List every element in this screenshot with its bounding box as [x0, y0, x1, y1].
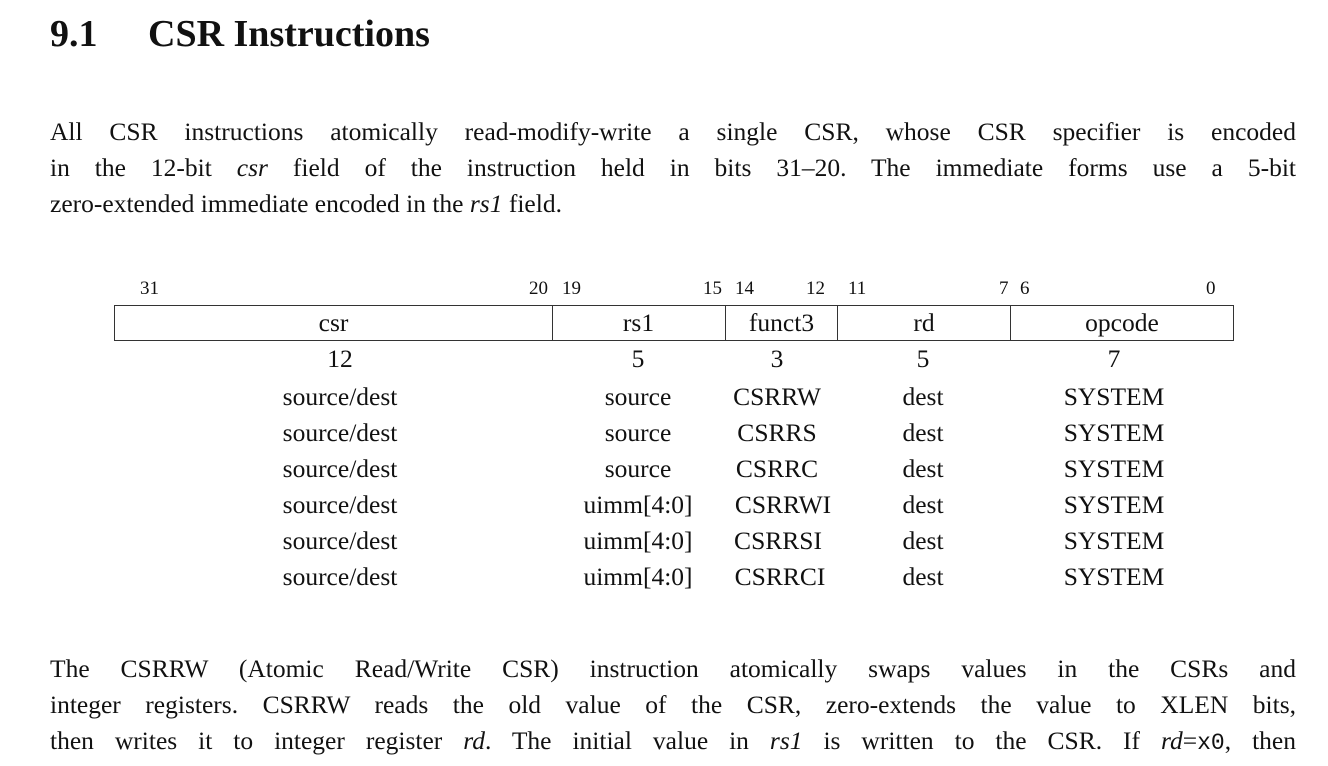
bit-label: 19	[562, 278, 581, 299]
intro-text: field of the instruction held in bits 31…	[267, 153, 1296, 182]
bit-label: 15	[703, 278, 722, 299]
row-funct3: CSRRCI	[734, 562, 826, 591]
row-csr: source/dest	[282, 490, 398, 519]
intro-line-1: All CSR instructions atomically read-mod…	[50, 117, 1296, 146]
intro-text: field.	[502, 189, 562, 218]
intro-line-3: zero-extended immediate encoded in the r…	[50, 186, 1296, 222]
row-rs1: uimm[4:0]	[583, 526, 693, 555]
width-rs1: 5	[631, 344, 645, 373]
row-rs1: uimm[4:0]	[583, 490, 693, 519]
field-rs1: rs1	[552, 305, 726, 341]
section-title: CSR Instructions	[148, 13, 430, 55]
bit-label: 0	[1206, 278, 1216, 299]
row-opcode: SYSTEM	[1063, 526, 1165, 555]
row-rd: dest	[902, 382, 944, 411]
row-csr: source/dest	[282, 382, 398, 411]
bit-label: 20	[529, 278, 548, 299]
body-text: is written to the CSR. If	[802, 726, 1161, 755]
row-funct3: CSRRSI	[734, 526, 822, 555]
width-opcode: 7	[1107, 344, 1121, 373]
field-opcode: opcode	[1010, 305, 1234, 341]
row-csr: source/dest	[282, 418, 398, 447]
rd-term: rd	[1161, 726, 1183, 755]
section-number: 9.1	[50, 13, 98, 55]
intro-text: zero-extended immediate encoded in the	[50, 189, 470, 218]
body-line-2: integer registers. CSRRW reads the old v…	[50, 690, 1296, 719]
body-text: , then	[1224, 726, 1296, 755]
row-rd: dest	[902, 526, 944, 555]
row-funct3: CSRRS	[737, 418, 817, 447]
body-line-1: The CSRRW (Atomic Read/Write CSR) instru…	[50, 654, 1296, 683]
bit-label: 31	[140, 278, 159, 299]
intro-line-2: in the 12-bit csr field of the instructi…	[50, 150, 1296, 186]
row-opcode: SYSTEM	[1063, 562, 1165, 591]
row-rs1: uimm[4:0]	[583, 562, 693, 591]
bit-label: 14	[735, 278, 754, 299]
intro-paragraph: All CSR instructions atomically read-mod…	[50, 114, 1296, 222]
body-text: then writes it to integer register	[50, 726, 464, 755]
row-rs1: source	[604, 454, 672, 483]
width-funct3: 3	[770, 344, 784, 373]
row-opcode: SYSTEM	[1063, 418, 1165, 447]
row-csr: source/dest	[282, 562, 398, 591]
row-opcode: SYSTEM	[1063, 490, 1165, 519]
body-paragraph: The CSRRW (Atomic Read/Write CSR) instru…	[50, 651, 1296, 759]
row-funct3: CSRRWI	[734, 490, 832, 519]
row-opcode: SYSTEM	[1063, 454, 1165, 483]
width-rd: 5	[916, 344, 930, 373]
field-rd: rd	[837, 305, 1011, 341]
body-text: . The initial value in	[484, 726, 770, 755]
row-rd: dest	[902, 490, 944, 519]
row-opcode: SYSTEM	[1063, 382, 1165, 411]
bit-label: 12	[806, 278, 825, 299]
intro-text: in the 12-bit	[50, 153, 237, 182]
row-funct3: CSRRC	[735, 454, 819, 483]
csr-field-term: csr	[236, 153, 268, 182]
row-csr: source/dest	[282, 526, 398, 555]
section-heading: 9.1 CSR Instructions	[50, 12, 430, 56]
field-csr: csr	[114, 305, 553, 341]
body-line-3: then writes it to integer register rd. T…	[50, 723, 1296, 759]
field-funct3: funct3	[725, 305, 838, 341]
row-rd: dest	[902, 562, 944, 591]
row-rs1: source	[604, 418, 672, 447]
rd-term: rd	[463, 726, 485, 755]
body-text: =	[1182, 726, 1198, 755]
row-csr: source/dest	[282, 454, 398, 483]
row-rd: dest	[902, 454, 944, 483]
row-rd: dest	[902, 418, 944, 447]
rs1-field-term: rs1	[469, 189, 503, 218]
bit-label: 6	[1020, 278, 1030, 299]
rs1-term: rs1	[769, 726, 803, 755]
width-csr: 12	[327, 344, 353, 373]
bit-label: 11	[848, 278, 867, 299]
bit-label: 7	[999, 278, 1009, 299]
row-rs1: source	[604, 382, 672, 411]
row-funct3: CSRRW	[733, 382, 821, 411]
x0-register: x0	[1197, 730, 1225, 756]
